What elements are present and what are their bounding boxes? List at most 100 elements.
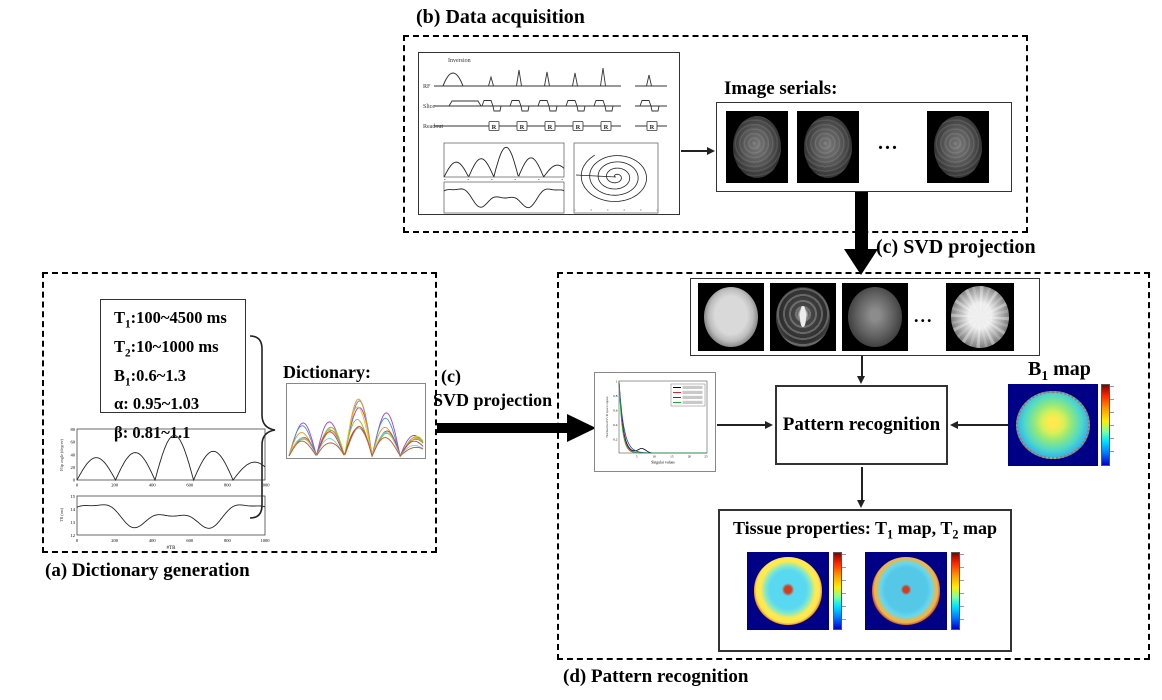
tick: 0 <box>73 478 76 483</box>
tick: 12 <box>71 533 76 538</box>
ventricle-highlight <box>800 306 807 327</box>
scree-xlabel: Singular values <box>651 461 675 465</box>
tick: 13 <box>71 520 76 525</box>
arrow-pr-to-tissue-head <box>857 500 865 508</box>
tick: 0 <box>76 483 79 488</box>
svd-brain-image-1 <box>698 283 764 351</box>
arrow-pulse-to-serials-head <box>707 146 715 155</box>
param-line-alpha: α: 0.95~1.03 <box>114 394 200 414</box>
tick: 200 <box>111 483 119 488</box>
brain-blob <box>950 285 1010 349</box>
panel-b-label: (b) Data acquisition <box>416 6 585 28</box>
tick: 20 <box>688 455 692 459</box>
tick: 0.2 <box>613 438 618 442</box>
tick: 0.6 <box>613 409 618 413</box>
tick: 60 <box>71 440 76 445</box>
arrow-b1-to-pr-shaft <box>958 424 1008 426</box>
tick: 400 <box>149 538 157 543</box>
spiral-frame <box>573 142 659 214</box>
t2-map-image <box>865 552 947 630</box>
inversion-label: Inversion <box>448 58 471 64</box>
slice-gradient-pulses <box>481 100 660 112</box>
svg-text:R: R <box>492 124 497 131</box>
rf-spikes <box>488 67 652 87</box>
b1-map-image <box>1008 384 1098 466</box>
arrow-scree-to-pr-shaft <box>717 424 767 426</box>
b1-map-label: B1 map <box>1028 358 1091 383</box>
serial-brain-image-2 <box>797 111 859 183</box>
tick: 800 <box>224 538 232 543</box>
arrow-row-to-pr-head <box>857 376 865 384</box>
b1-colorbar <box>1101 384 1114 466</box>
brain-blob <box>703 287 759 347</box>
pulse-sequence-diagram: Inversion RF Slice Readout R R R R R R <box>423 58 667 214</box>
tick: 80 <box>71 427 76 432</box>
svd-row-ellipsis: ... <box>914 306 934 326</box>
svd-down-arrow-shaft <box>855 192 868 250</box>
svg-text:R: R <box>604 124 609 131</box>
flip-plot-frame <box>76 428 266 481</box>
svd-right-label-text: SVD projection <box>433 390 553 410</box>
brain-blob <box>847 287 903 347</box>
spiral-trajectory <box>575 154 647 202</box>
svd-projection-down-label: (c) SVD projection <box>876 236 1036 258</box>
tr-xlabel: #TR <box>167 546 177 551</box>
t1-colorbar <box>833 552 846 630</box>
tr-plot-frame <box>76 495 266 536</box>
scree-ylabel: Normalized SVD space signal <box>605 396 609 437</box>
tick: 600 <box>186 538 194 543</box>
flip-angle-curve <box>76 434 266 482</box>
svd-scree-box: Normalized SVD space signal 1 0.8 0.6 0.… <box>594 372 716 472</box>
arrow-pr-to-tissue-shaft <box>861 467 863 501</box>
panel-d-label: (d) Pattern recognition <box>563 666 749 687</box>
inversion-pulse <box>442 72 464 87</box>
panel-a-plots: Flip angle (degree) 80 60 40 20 0 0 200 … <box>59 427 270 551</box>
tr-curve <box>76 504 266 529</box>
tick: 600 <box>186 483 194 488</box>
curly-brace-path <box>249 335 276 519</box>
readout-label: Readout <box>423 124 443 130</box>
tick: 0.8 <box>613 394 618 398</box>
panel-d-box <box>557 272 1150 660</box>
param-line-t2: T2:10~1000 ms <box>114 336 219 360</box>
image-serials-label: Image serials: <box>724 78 838 99</box>
svd-down-arrow-head <box>844 249 878 275</box>
tick: 15 <box>71 494 76 499</box>
svd-right-label-c: (c) <box>441 366 461 386</box>
arrow-row-to-pr-shaft <box>861 356 863 377</box>
tick: 400 <box>149 483 157 488</box>
slice-slab <box>448 100 482 107</box>
svg-text:R: R <box>548 124 553 131</box>
flip-ylabel: Flip angle (degree) <box>59 438 64 470</box>
tick: 10 <box>653 455 657 459</box>
arrow-scree-to-pr-head <box>765 420 773 429</box>
tick: 0.4 <box>613 423 618 427</box>
dictionary-label: Dictionary: <box>283 362 371 382</box>
t1-brain-blob <box>753 557 823 625</box>
b1-brain-blob <box>1016 390 1090 460</box>
serial-brain-image-3 <box>927 111 989 183</box>
panel-b-box <box>403 35 1028 233</box>
tick: 25 <box>704 455 708 459</box>
param-line-b1: B1:0.6~1.3 <box>114 365 186 388</box>
serial-brain-image-1 <box>726 111 788 183</box>
mini-tr-frame <box>443 181 565 214</box>
svd-brain-image-4 <box>946 283 1014 351</box>
serials-ellipsis: ... <box>878 132 899 154</box>
param-line-beta: β: 0.81~1.1 <box>114 423 191 443</box>
slice-label: Slice <box>423 104 435 110</box>
tr-ylabel: TR (ms) <box>59 507 64 522</box>
rf-label: RF <box>423 84 431 90</box>
brain-blob <box>933 116 983 178</box>
svd-brain-image-3 <box>842 283 908 351</box>
tick: 14 <box>71 507 76 512</box>
tick: 0 <box>76 538 79 543</box>
t2-colorbar <box>951 552 964 630</box>
pattern-recognition-label: Pattern recognition <box>782 414 941 435</box>
param-line-t1: T1:100~4500 ms <box>114 308 227 331</box>
panel-a-box <box>42 272 437 553</box>
svg-text:R: R <box>650 124 655 131</box>
tick: 5 <box>636 455 638 459</box>
panel-a-label: (a) Dictionary generation <box>45 560 250 581</box>
